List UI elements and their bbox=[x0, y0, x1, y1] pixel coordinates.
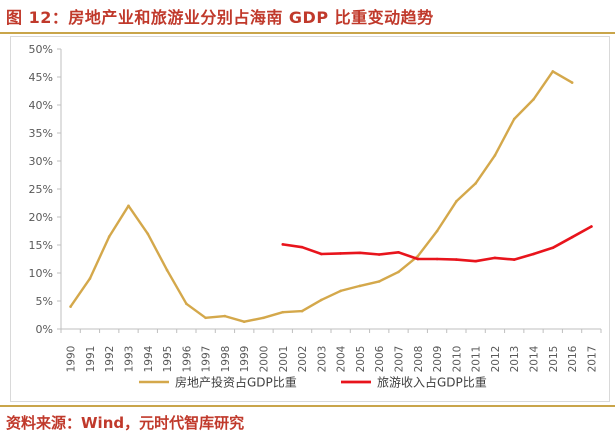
source-note: 资料来源：Wind，元时代智库研究 bbox=[6, 414, 245, 432]
data-point-series-1 bbox=[570, 81, 574, 84]
data-point-series-1 bbox=[300, 309, 304, 313]
x-tick-label: 2011 bbox=[471, 346, 483, 373]
y-tick-label: 0% bbox=[36, 323, 53, 336]
data-point-series-1 bbox=[281, 310, 285, 314]
legend-label-2: 旅游收入占GDP比重 bbox=[377, 375, 487, 390]
x-tick-label: 2013 bbox=[509, 346, 521, 373]
data-point-series-2 bbox=[377, 253, 381, 256]
data-point-series-1 bbox=[185, 302, 188, 306]
x-tick-label: 2014 bbox=[529, 345, 541, 372]
x-tick-label: 1995 bbox=[162, 346, 174, 373]
x-tick-label: 2007 bbox=[394, 346, 406, 373]
y-tick-label: 45% bbox=[29, 71, 53, 84]
x-tick-label: 1999 bbox=[239, 346, 251, 373]
data-point-series-1 bbox=[493, 154, 497, 157]
data-point-series-1 bbox=[204, 316, 207, 320]
title-bar: 图 12：房地产业和旅游业分别占海南 GDP 比重变动趋势 bbox=[0, 0, 615, 34]
data-point-series-2 bbox=[532, 252, 535, 256]
source-bar: 资料来源：Wind，元时代智库研究 bbox=[0, 405, 615, 436]
y-tick-label: 40% bbox=[29, 99, 53, 112]
y-tick-label: 10% bbox=[29, 267, 53, 280]
data-point-series-2 bbox=[455, 258, 458, 261]
x-tick-label: 2009 bbox=[432, 346, 444, 373]
data-point-series-1 bbox=[551, 70, 555, 73]
x-tick-label: 2001 bbox=[278, 346, 290, 373]
data-point-series-1 bbox=[320, 298, 323, 302]
data-point-series-2 bbox=[281, 243, 285, 246]
data-point-series-2 bbox=[493, 256, 497, 260]
y-tick-label: 25% bbox=[29, 183, 53, 196]
data-point-series-2 bbox=[339, 252, 342, 255]
data-point-series-2 bbox=[512, 258, 516, 261]
data-point-series-1 bbox=[532, 98, 535, 101]
data-point-series-1 bbox=[339, 289, 342, 293]
x-tick-label: 2008 bbox=[413, 346, 425, 373]
data-point-series-1 bbox=[107, 235, 111, 238]
data-point-series-1 bbox=[127, 204, 130, 208]
x-tick-label: 2016 bbox=[567, 345, 579, 372]
data-point-series-2 bbox=[474, 259, 477, 263]
data-point-series-1 bbox=[435, 229, 439, 233]
x-tick-label: 1998 bbox=[220, 346, 232, 373]
x-tick-label: 2004 bbox=[336, 345, 348, 372]
y-tick-label: 35% bbox=[29, 127, 53, 140]
data-point-series-1 bbox=[358, 284, 362, 288]
y-tick-label: 20% bbox=[29, 211, 53, 224]
data-point-series-1 bbox=[455, 200, 458, 203]
x-tick-label: 2002 bbox=[297, 346, 309, 373]
y-tick-label: 15% bbox=[29, 239, 53, 252]
data-point-series-1 bbox=[88, 277, 92, 280]
data-point-series-1 bbox=[397, 270, 400, 274]
x-tick-label: 2006 bbox=[374, 345, 386, 372]
data-point-series-1 bbox=[474, 182, 477, 185]
figure-title: 图 12：房地产业和旅游业分别占海南 GDP 比重变动趋势 bbox=[6, 8, 434, 27]
x-tick-label: 2015 bbox=[548, 346, 560, 373]
x-tick-label: 1990 bbox=[66, 346, 78, 373]
x-tick-label: 1991 bbox=[85, 346, 97, 373]
data-point-series-1 bbox=[262, 316, 265, 320]
y-tick-label: 5% bbox=[36, 295, 53, 308]
data-point-series-2 bbox=[435, 257, 439, 261]
x-tick-label: 2012 bbox=[490, 346, 502, 373]
series-line-1 bbox=[69, 70, 574, 323]
data-point-series-1 bbox=[165, 268, 169, 272]
data-point-series-1 bbox=[242, 320, 246, 324]
y-tick-label: 50% bbox=[29, 43, 53, 56]
data-point-series-2 bbox=[551, 246, 555, 250]
data-point-series-2 bbox=[570, 235, 574, 239]
data-point-series-2 bbox=[397, 251, 400, 254]
data-point-series-1 bbox=[512, 117, 516, 121]
x-tick-label: 2010 bbox=[451, 346, 463, 373]
x-tick-label: 2005 bbox=[355, 346, 367, 373]
x-tick-label: 1992 bbox=[104, 346, 116, 373]
x-tick-label: 1994 bbox=[143, 345, 155, 372]
chart-container: 0% 5% 10% 15% 20% 25% 30% 35% 40% 45% 50% 1990 1991 1… bbox=[10, 36, 610, 402]
data-point-series-1 bbox=[377, 280, 381, 283]
data-point-series-1 bbox=[146, 232, 150, 236]
data-point-series-1 bbox=[223, 314, 227, 318]
data-point-series-2 bbox=[590, 225, 593, 228]
data-point-series-2 bbox=[320, 252, 323, 256]
x-tick-label: 1996 bbox=[181, 345, 193, 372]
x-tick-label: 2000 bbox=[259, 346, 271, 373]
data-point-series-1 bbox=[416, 254, 420, 258]
x-tick-label: 1997 bbox=[201, 346, 213, 373]
data-point-series-2 bbox=[300, 245, 304, 249]
x-tick-label: 2003 bbox=[316, 346, 328, 373]
data-point-series-2 bbox=[416, 257, 420, 261]
data-point-series-2 bbox=[358, 251, 362, 255]
line-chart: 0% 5% 10% 15% 20% 25% 30% 35% 40% 45% 50% 1990 1991 1… bbox=[29, 43, 602, 390]
x-tick-label: 1993 bbox=[124, 346, 136, 373]
x-tick-label: 2017 bbox=[586, 346, 598, 373]
data-point-series-1 bbox=[69, 305, 72, 308]
y-tick-label: 30% bbox=[29, 155, 53, 168]
legend-label-1: 房地产投资占GDP比重 bbox=[175, 375, 297, 390]
